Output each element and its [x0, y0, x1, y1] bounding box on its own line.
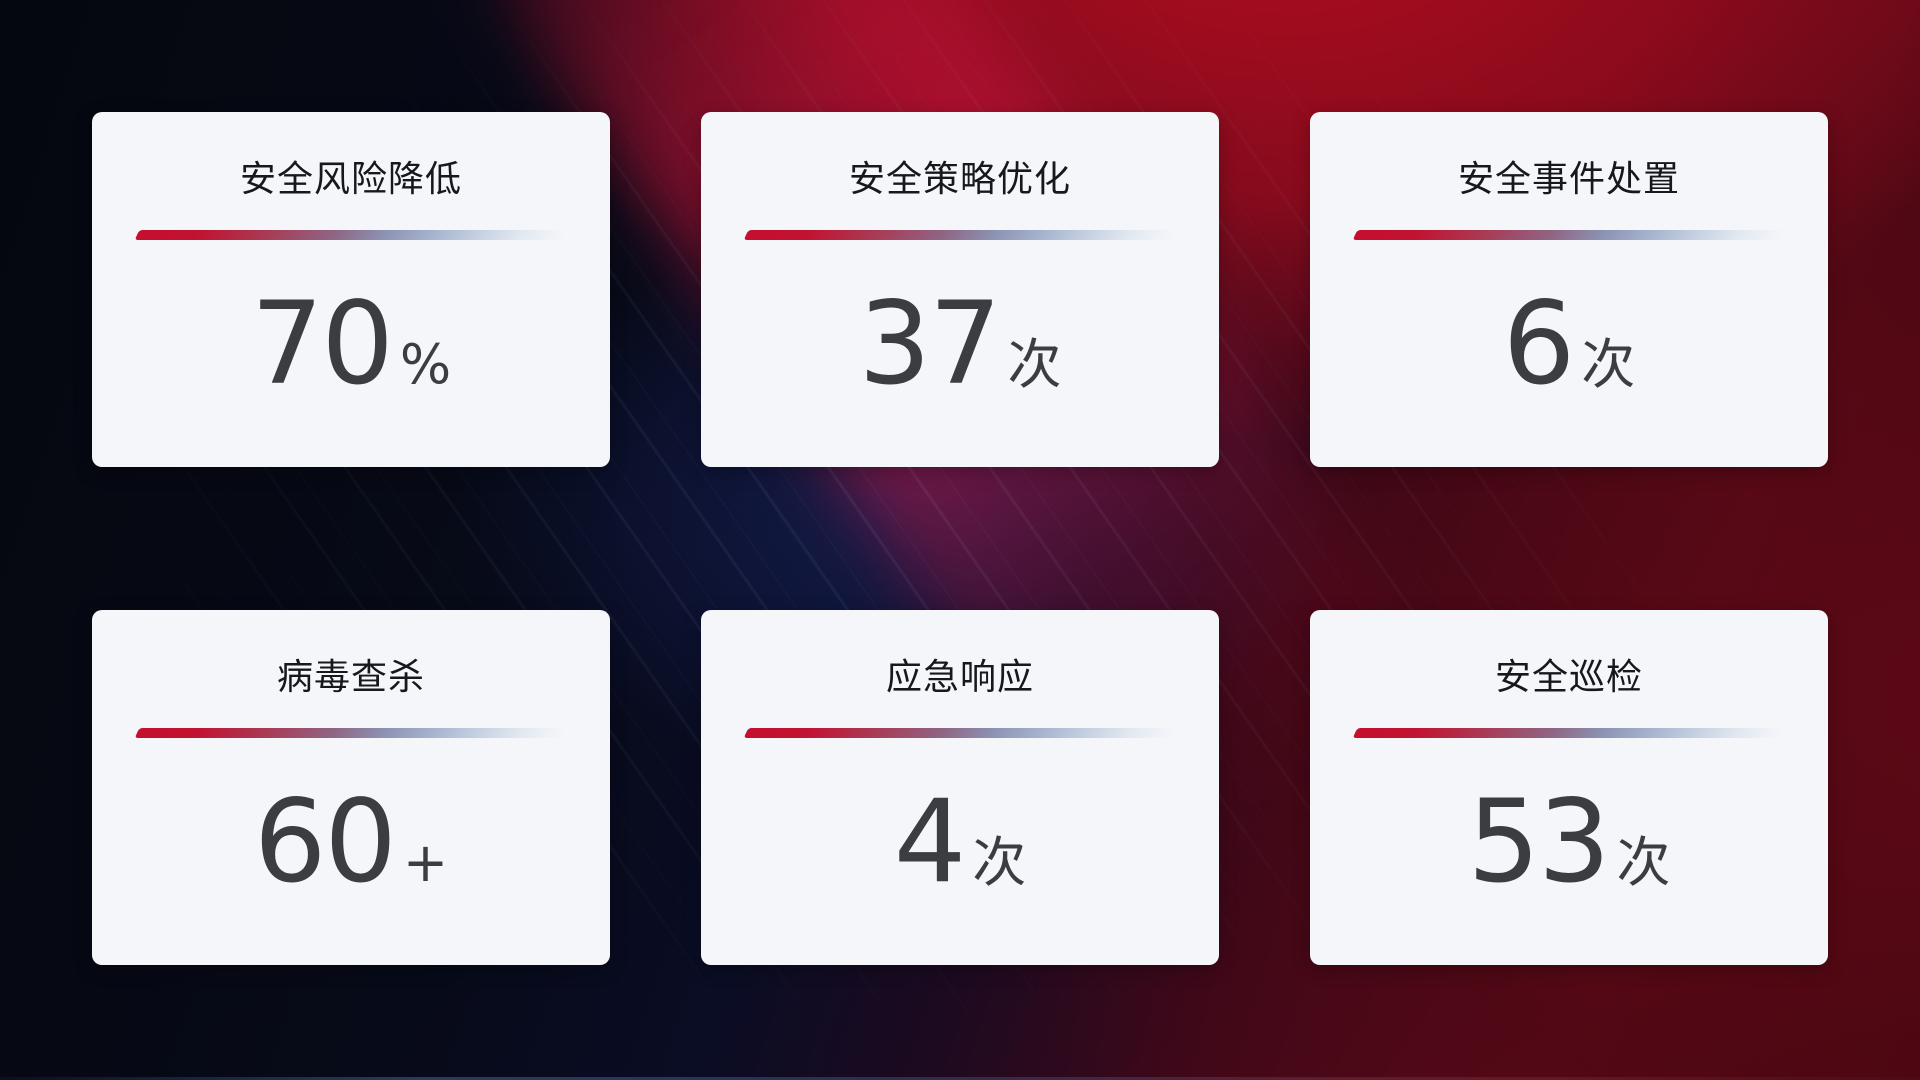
stat-unit: 次 [1007, 333, 1062, 397]
stat-card-policy-optimization: 安全策略优化 37 次 [701, 112, 1219, 467]
stat-card-emergency-response: 应急响应 4 次 [701, 610, 1219, 965]
stat-card-risk-reduction: 安全风险降低 70 % [92, 112, 610, 467]
stat-unit: 次 [1616, 831, 1671, 895]
card-title: 病毒查杀 [276, 657, 425, 698]
stat-value-group: 70 % [92, 287, 610, 401]
stat-value-group: 53 次 [1310, 785, 1828, 899]
stat-value-group: 6 次 [1310, 287, 1828, 401]
stat-card-grid: 安全风险降低 70 % 安全策略优化 37 次 安全事件处置 6 次 病毒查杀 … [92, 112, 1828, 965]
card-title: 应急响应 [885, 657, 1034, 698]
stat-value: 6 [1502, 277, 1576, 411]
card-title: 安全巡检 [1494, 657, 1643, 698]
card-divider [1352, 728, 1786, 739]
card-divider [1352, 230, 1786, 241]
stat-unit: 次 [972, 831, 1027, 895]
card-title: 安全风险降低 [239, 159, 462, 200]
stat-unit: 次 [1581, 333, 1636, 397]
stat-unit: % [399, 333, 452, 397]
stat-unit: + [402, 831, 449, 895]
stat-card-security-inspection: 安全巡检 53 次 [1310, 610, 1828, 965]
stat-card-incident-handling: 安全事件处置 6 次 [1310, 112, 1828, 467]
card-divider [743, 728, 1177, 739]
stat-value: 53 [1467, 775, 1610, 909]
stat-value-group: 60 + [92, 785, 610, 899]
card-title: 安全事件处置 [1457, 159, 1680, 200]
stat-value: 4 [893, 775, 967, 909]
stat-value: 60 [253, 775, 397, 909]
stat-value-group: 37 次 [701, 287, 1219, 401]
stat-value: 37 [858, 277, 1001, 411]
card-divider [743, 230, 1177, 241]
stat-card-virus-scan: 病毒查杀 60 + [92, 610, 610, 965]
stat-value-group: 4 次 [701, 785, 1219, 899]
background-bottom-accent-line [0, 1077, 1920, 1080]
card-title: 安全策略优化 [848, 159, 1071, 200]
card-divider [134, 230, 568, 241]
stat-value: 70 [250, 277, 394, 411]
card-divider [134, 728, 568, 739]
